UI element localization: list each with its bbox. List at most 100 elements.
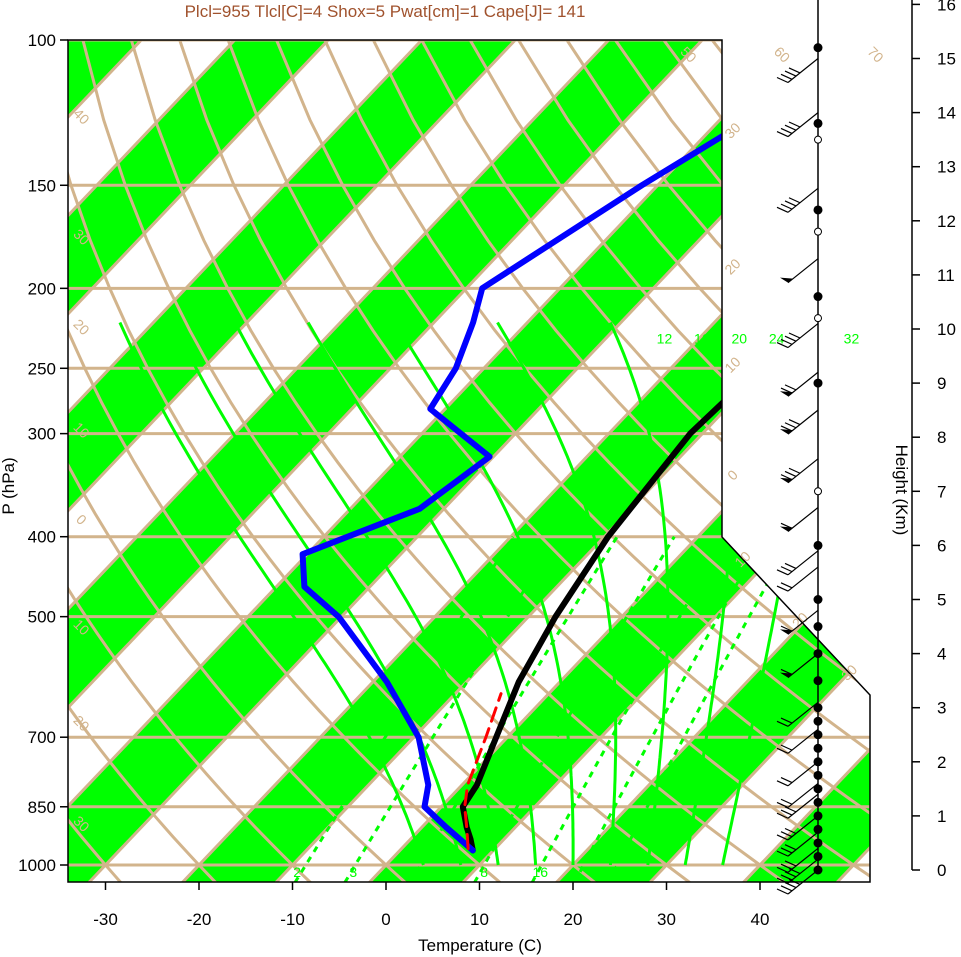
- mixing-ratio-line: [343, 535, 560, 882]
- dewpoint-trace: [299, 57, 864, 854]
- y-tick-label: 200: [28, 279, 56, 298]
- wind-barb-feather: [776, 131, 789, 138]
- mixing-ratio-label: 8: [480, 864, 488, 880]
- wind-barb-feather: [776, 812, 789, 819]
- wind-barb-feather: [784, 827, 797, 835]
- height-tick-label: 10: [937, 320, 956, 339]
- x-tick-label: 40: [751, 910, 770, 929]
- wind-level-marker: [813, 378, 823, 388]
- wind-barb-staff: [787, 566, 819, 592]
- dry-adiabat: [226, 40, 870, 882]
- wind-barb-feather: [780, 717, 793, 724]
- wind-barb-feather: [788, 332, 801, 339]
- wind-barb-feather: [776, 569, 789, 576]
- wind-barb-feather: [780, 777, 793, 784]
- height-tick-label: 1: [937, 807, 946, 826]
- y-tick-label: 250: [28, 359, 56, 378]
- wind-level-marker: [813, 730, 823, 740]
- wind-profile: [776, 0, 823, 895]
- y-tick-label: 500: [28, 608, 56, 627]
- dry-adiabat: [68, 40, 122, 882]
- wind-barb-feather: [780, 387, 793, 394]
- dry-adiabat: [68, 40, 596, 882]
- y-tick-label: 400: [28, 528, 56, 547]
- skew-label-right: 30: [721, 119, 743, 141]
- wind-barb-feather: [780, 863, 793, 870]
- dry-adiabat: [68, 40, 502, 882]
- wind-barb-feather: [776, 801, 789, 808]
- isotherm-line: [68, 40, 442, 882]
- height-tick-label: 14: [937, 104, 956, 123]
- height-tick-label: 2: [937, 753, 946, 772]
- y-tick-label: 100: [28, 31, 56, 50]
- skew-labels: 5060708090100110120130140150160302010010…: [70, 43, 961, 880]
- wind-level-marker-open: [814, 314, 822, 323]
- height-tick-label: 0: [937, 861, 946, 880]
- plot-border: [67, 39, 871, 883]
- mixing-ratio-line: [293, 535, 515, 882]
- x-tick-label: 20: [564, 910, 583, 929]
- wind-barb-feather: [784, 860, 797, 867]
- x-tick-label: -30: [93, 910, 118, 929]
- height-tick-label: 7: [937, 482, 946, 501]
- moist-adiabat: [233, 321, 500, 866]
- isotherm-band: [724, 40, 870, 882]
- wind-barb-feather: [784, 882, 797, 889]
- wind-barb-feather: [780, 127, 793, 134]
- dry-adiabat: [420, 40, 870, 882]
- skew-label-right: 20: [721, 255, 743, 277]
- height-tick-label: 15: [937, 50, 956, 69]
- isotherm-label: 70: [865, 43, 887, 65]
- wind-level-marker-open: [814, 487, 822, 496]
- moist-adiabat: [608, 321, 670, 866]
- isotherm-band: [68, 40, 348, 882]
- wind-barb-feather: [788, 419, 801, 426]
- y-tick-label: 150: [28, 176, 56, 195]
- wind-barb-feather: [780, 809, 793, 816]
- mixing-ratio-line: [409, 535, 619, 882]
- wind-barb-feather: [780, 203, 793, 210]
- y-tick-label: 300: [28, 425, 56, 444]
- wind-barb-feather: [788, 67, 801, 74]
- wind-barb-staff: [787, 831, 819, 857]
- height-tick-label: 12: [937, 212, 956, 231]
- wind-barb-staff: [787, 793, 819, 819]
- wind-level-marker-open: [814, 227, 822, 236]
- moist-adiabat: [496, 321, 618, 866]
- y-axis-title: P (hPa): [0, 457, 18, 514]
- wind-barb-staff: [787, 550, 819, 576]
- wind-level-marker: [813, 770, 823, 780]
- dry-adiabat: [129, 40, 786, 882]
- axes: -30 -20 -10 0 10 20 30 401001502002503004005007…: [18, 31, 769, 929]
- wind-level-marker: [813, 824, 823, 834]
- y-tick-label: 1000: [18, 856, 56, 875]
- moist-adiabat-label: 24: [769, 330, 785, 346]
- wind-level-marker: [813, 743, 823, 753]
- wind-barb-feather: [780, 425, 793, 432]
- plot-frame: [67, 39, 871, 883]
- wind-barb-feather: [780, 566, 793, 573]
- moist-adiabat-label: 20: [731, 330, 747, 346]
- skew-label-right: 0: [724, 466, 741, 483]
- dry-adiabat: [371, 40, 870, 882]
- wind-barb-staff: [787, 112, 819, 138]
- wind-barb-staff: [787, 761, 819, 787]
- moist-adiabat: [393, 321, 575, 865]
- wind-level-marker: [813, 205, 823, 215]
- x-tick-label: 0: [381, 910, 390, 929]
- wind-level-marker: [813, 851, 823, 861]
- y-tick-label: 700: [28, 728, 56, 747]
- mixing-ratio-label: 2: [293, 864, 301, 880]
- height-tick-label: 4: [937, 645, 946, 664]
- sounding-traces: [299, 54, 870, 854]
- temperature-trace: [459, 54, 870, 854]
- wind-barb-feather: [780, 73, 793, 80]
- dry-adiabat: [178, 40, 870, 882]
- wind-barb-staff: [787, 701, 819, 727]
- wind-level-marker: [813, 797, 823, 807]
- mixing-ratio-label: 3: [349, 864, 357, 880]
- height-tick-label: 9: [937, 374, 946, 393]
- wind-barb-feather: [776, 888, 789, 895]
